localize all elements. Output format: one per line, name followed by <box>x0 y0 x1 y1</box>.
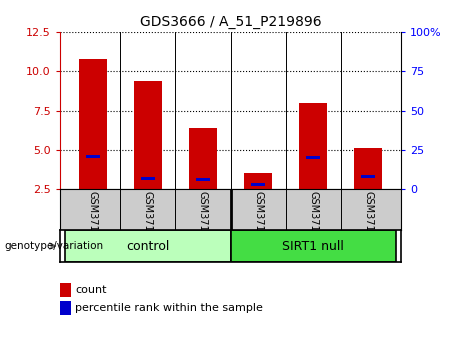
Bar <box>355 148 382 189</box>
Bar <box>134 81 162 189</box>
Bar <box>86 155 100 158</box>
Bar <box>361 175 375 178</box>
Text: GSM371990: GSM371990 <box>198 191 208 250</box>
Bar <box>189 128 217 189</box>
Text: count: count <box>75 285 106 295</box>
Bar <box>251 183 265 186</box>
Text: GSM371992: GSM371992 <box>308 191 318 250</box>
Text: control: control <box>126 240 170 252</box>
Text: genotype/variation: genotype/variation <box>5 241 104 251</box>
Bar <box>141 177 155 180</box>
Text: SIRT1 null: SIRT1 null <box>282 240 344 252</box>
Bar <box>306 156 320 159</box>
Text: GSM371988: GSM371988 <box>88 191 98 250</box>
Text: GSM371993: GSM371993 <box>363 191 373 250</box>
Bar <box>65 230 230 262</box>
Bar <box>79 59 106 189</box>
Text: percentile rank within the sample: percentile rank within the sample <box>75 303 263 313</box>
Bar <box>196 178 210 181</box>
Bar <box>230 230 396 262</box>
Bar <box>299 103 327 189</box>
Text: GSM371991: GSM371991 <box>253 191 263 250</box>
Title: GDS3666 / A_51_P219896: GDS3666 / A_51_P219896 <box>140 16 321 29</box>
Bar <box>244 173 272 189</box>
Text: GSM371989: GSM371989 <box>143 191 153 250</box>
